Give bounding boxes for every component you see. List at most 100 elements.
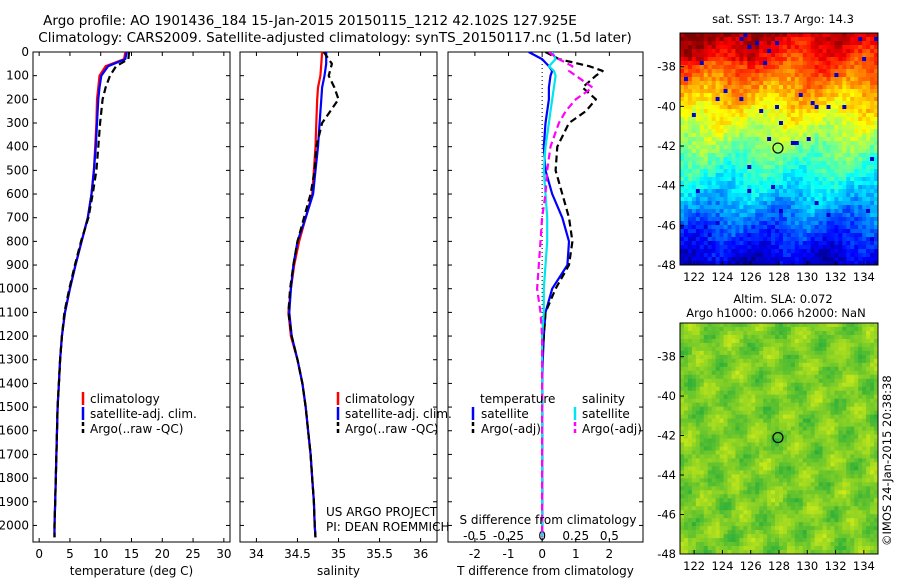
map-cell (782, 494, 788, 499)
map-cell (830, 165, 835, 170)
map-cell (703, 237, 709, 242)
map-cell (814, 113, 819, 118)
map-cell (794, 153, 800, 158)
map-cell (806, 53, 812, 58)
map-cell (711, 358, 717, 364)
map-cell (782, 358, 788, 364)
map-cell (782, 346, 788, 352)
map-cell (719, 534, 724, 539)
map-cell (858, 93, 863, 98)
map-cell (782, 430, 788, 435)
map-cell (850, 177, 855, 182)
map-cell (870, 49, 875, 54)
map-cell (838, 113, 843, 118)
map-cell (707, 478, 713, 483)
map-cell (711, 370, 717, 376)
map-cell (870, 233, 875, 238)
map-cell (771, 478, 776, 483)
map-cell (723, 185, 728, 190)
map-cell (751, 546, 756, 551)
map-cell (715, 538, 720, 543)
map-cell (715, 185, 720, 190)
map-cell (747, 205, 752, 210)
map-cell (699, 542, 705, 547)
map-cell (719, 85, 724, 90)
map-cell (842, 213, 847, 218)
map-cell (711, 458, 717, 463)
map-cell (798, 241, 804, 246)
map-cell (711, 454, 717, 459)
map-cell (759, 514, 764, 519)
map-cell (699, 101, 705, 106)
map-cell (763, 57, 768, 62)
map-cell (798, 522, 804, 527)
map-cell (798, 362, 804, 368)
map-cell (703, 221, 709, 226)
map-cell (775, 121, 780, 126)
map-x-tick-label: 128 (768, 270, 790, 284)
map-cell (731, 97, 736, 102)
map-cell (790, 358, 796, 364)
map-cell (695, 81, 701, 86)
map-cell (771, 350, 776, 356)
map-cell (794, 257, 800, 262)
map-cell (763, 370, 768, 376)
map-cell (838, 213, 843, 218)
map-cell (751, 502, 756, 507)
map-cell (731, 165, 736, 170)
map-cell (810, 261, 816, 266)
map-cell (838, 41, 843, 46)
map-cell (759, 406, 764, 412)
map-cell (743, 334, 748, 340)
map-cell (798, 498, 804, 503)
map-cell (723, 358, 728, 364)
map-cell (794, 506, 800, 511)
map-cell (747, 37, 752, 42)
map-cell (802, 141, 808, 146)
map-cell (707, 550, 713, 555)
map-cell (854, 101, 859, 106)
map-cell (739, 518, 744, 523)
map-cell (790, 538, 796, 543)
map-cell (687, 482, 693, 487)
map-cell (790, 37, 796, 42)
map-cell (779, 161, 784, 166)
map-cell (707, 49, 713, 54)
map-cell (830, 57, 835, 62)
map-cell (715, 542, 720, 547)
map-cell (699, 45, 705, 50)
map-cell (790, 326, 796, 332)
map-cell (743, 49, 748, 54)
map-cell (779, 494, 784, 499)
map-cell (743, 153, 748, 158)
map-cell (707, 510, 713, 515)
map-cell (779, 53, 784, 58)
map-cell (680, 434, 685, 439)
map-cell (782, 209, 788, 214)
map-cell (727, 414, 732, 419)
map-cell (798, 89, 804, 94)
map-cell (703, 89, 709, 94)
map-cell (747, 494, 752, 499)
map-cell (779, 117, 784, 122)
map-cell (782, 233, 788, 238)
map-cell (786, 121, 792, 126)
map-cell (794, 141, 800, 146)
map-cell (715, 358, 720, 364)
map-cell (866, 225, 871, 230)
map-cell (775, 133, 780, 138)
map-cell (790, 338, 796, 344)
map-cell (743, 225, 748, 230)
map-cell (802, 165, 808, 170)
map-cell (842, 41, 847, 46)
map-cell (731, 334, 736, 340)
map-cell (747, 446, 752, 451)
map-cell (822, 77, 827, 82)
map-cell (870, 225, 875, 230)
map-cell (818, 221, 823, 226)
map-cell (759, 209, 764, 214)
map-cell (731, 374, 736, 380)
map-cell (703, 93, 709, 98)
map-cell (695, 450, 701, 455)
map-cell (786, 53, 792, 58)
